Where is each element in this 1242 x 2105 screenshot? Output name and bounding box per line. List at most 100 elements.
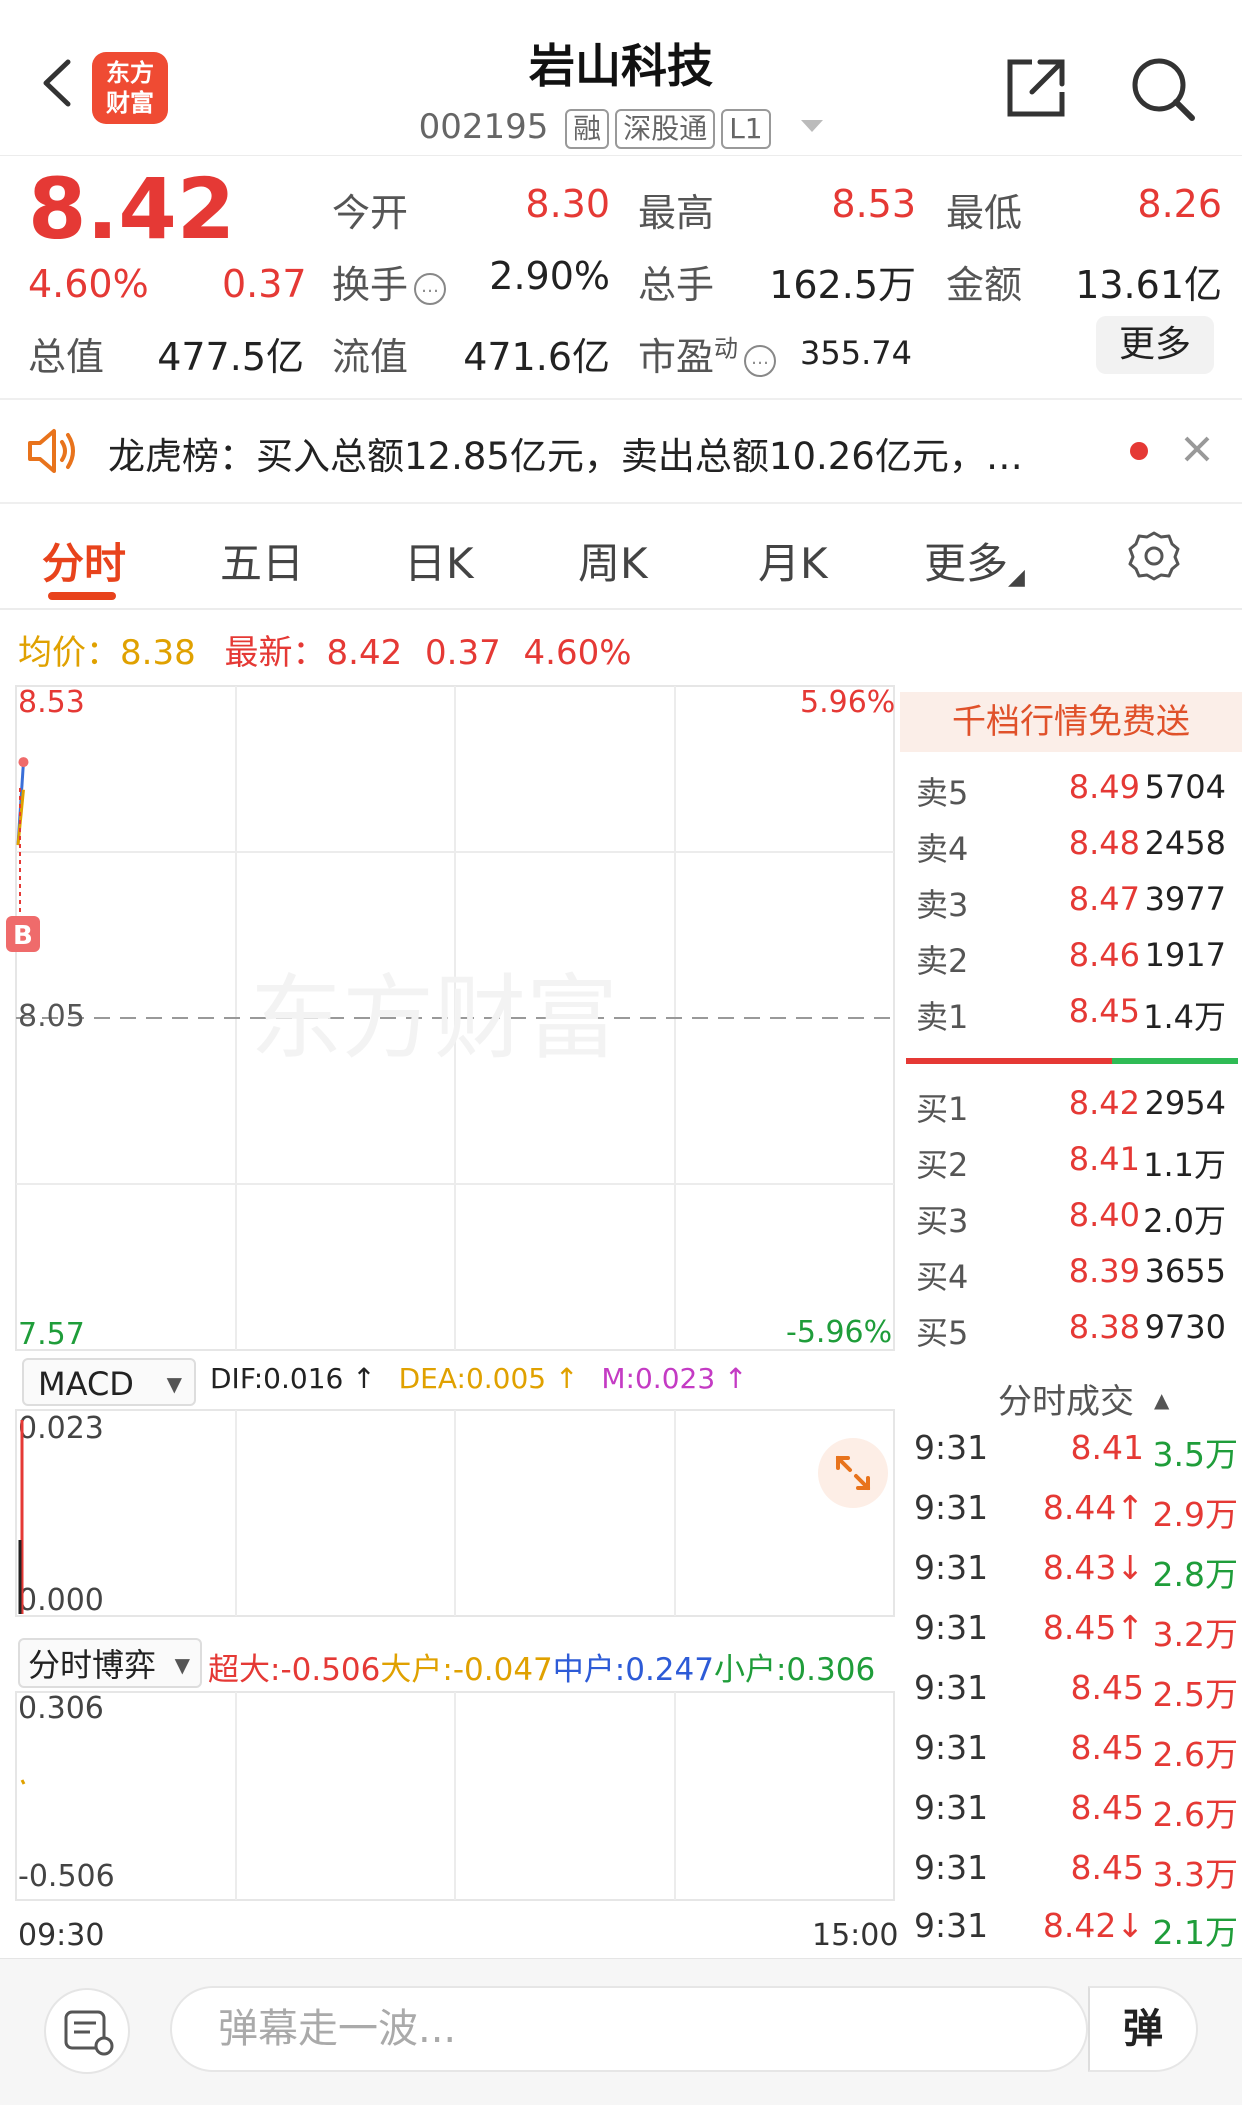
notice-text: 龙虎榜：买入总额12.85亿元，卖出总额10.26亿元，… — [108, 435, 1023, 478]
float-value: 471.6亿 — [463, 335, 610, 379]
close-icon[interactable] — [1180, 432, 1214, 470]
amount-value: 13.61亿 — [1075, 263, 1222, 307]
bid-row: 买5 8.38 9730 — [916, 1308, 1226, 1352]
bid-row: 买1 8.42 2954 — [916, 1084, 1226, 1128]
divider — [0, 398, 1242, 400]
bid-row: 买2 8.41 1.1万 — [916, 1140, 1226, 1184]
volume-label: 总手 — [638, 263, 715, 307]
danmu-send-button[interactable]: 弹 — [1088, 1986, 1198, 2072]
game-values: 超大:-0.506大户:-0.047中户:0.247小户:0.306 — [208, 1652, 876, 1688]
trade-row: 9:31 8.45↑ 3.2万 — [914, 1608, 1238, 1654]
macd-y-top: 0.023 — [18, 1411, 104, 1446]
pe-label: 市盈动… — [638, 326, 777, 381]
tab-intraday[interactable]: 分时 — [42, 539, 127, 588]
trade-row: 9:31 8.41 3.5万 — [914, 1428, 1238, 1474]
ask-row: 卖2 8.46 1917 — [916, 936, 1226, 980]
divider — [0, 502, 1242, 504]
macd-y-bottom: 0.000 — [18, 1583, 104, 1618]
tag-margin: 融 — [565, 109, 610, 149]
caret-down-icon[interactable] — [801, 103, 824, 143]
pct-axis-max: 5.96% — [800, 685, 896, 720]
info-icon[interactable]: … — [744, 345, 777, 377]
info-icon[interactable]: … — [414, 273, 447, 305]
trade-row: 9:31 8.43↓ 2.8万 — [914, 1548, 1238, 1594]
more-quote-button[interactable]: 更多 — [1096, 316, 1214, 374]
change-amount: 0.37 — [222, 262, 307, 306]
ask-row: 卖3 8.47 3977 — [916, 880, 1226, 924]
y-axis-min: 7.57 — [18, 1317, 85, 1352]
trade-row: 9:31 8.45 2.6万 — [914, 1788, 1238, 1834]
stock-code-row: 002195 融深股通 L1 — [0, 103, 1242, 149]
high-label: 最高 — [638, 191, 715, 235]
turnover-label: 换手… — [332, 254, 447, 309]
app-logo: 东方 财富 — [92, 52, 168, 124]
promo-banner[interactable]: 千档行情免费送 — [900, 692, 1242, 752]
low-value: 8.26 — [1137, 182, 1222, 226]
tab-more[interactable]: 更多◢ — [924, 539, 1025, 590]
high-value: 8.53 — [831, 182, 916, 226]
trade-row: 9:31 8.45 3.3万 — [914, 1848, 1238, 1894]
buy-strength-bar — [906, 1058, 1112, 1064]
pe-value: 355.74 — [800, 334, 912, 372]
volume-value: 162.5万 — [769, 263, 916, 307]
search-icon[interactable] — [1130, 56, 1196, 122]
turnover-value: 2.90% — [489, 254, 610, 298]
pct-axis-min: -5.96% — [786, 1315, 893, 1350]
y-axis-mid: 8.05 — [18, 999, 85, 1034]
bid-row: 买4 8.39 3655 — [916, 1252, 1226, 1296]
float-label: 流值 — [332, 335, 409, 379]
tab-five-day[interactable]: 五日 — [220, 539, 305, 588]
time-axis-start: 09:30 — [18, 1918, 105, 1953]
watermark: 东方财富 — [250, 965, 618, 1072]
back-icon[interactable] — [38, 58, 78, 108]
comment-icon[interactable] — [44, 1988, 130, 2074]
stock-code: 002195 — [418, 107, 549, 147]
open-value: 8.30 — [525, 182, 610, 226]
grid — [15, 685, 895, 1351]
stock-name: 岩山科技 — [529, 39, 713, 93]
share-icon[interactable] — [1004, 56, 1068, 120]
amount-label: 金额 — [946, 263, 1023, 307]
open-label: 今开 — [332, 191, 409, 235]
game-y-top: 0.306 — [18, 1691, 104, 1726]
trade-row: 9:31 8.45 2.5万 — [914, 1668, 1238, 1714]
notice-bar[interactable]: 龙虎榜：买入总额12.85亿元，卖出总额10.26亿元，… — [0, 400, 1242, 504]
game-line-tick — [20, 1779, 26, 1785]
latest-price-dot — [18, 757, 29, 768]
low-label: 最低 — [946, 191, 1023, 235]
game-y-bottom: -0.506 — [18, 1859, 115, 1894]
ask-row: 卖4 8.48 2458 — [916, 824, 1226, 868]
settings-icon[interactable] — [1128, 530, 1180, 586]
tag-connect: 深股通 — [615, 109, 716, 149]
macd-indicator-select[interactable]: MACD ▼ — [22, 1358, 196, 1406]
time-axis-end: 15:00 — [812, 1918, 899, 1953]
divider — [0, 608, 1242, 610]
price-summary-row: 均价：8.38 最新：8.42 0.37 4.60% — [18, 633, 632, 673]
change-percent: 4.60% — [28, 262, 149, 306]
y-axis-max: 8.53 — [18, 685, 85, 720]
macd-values: DIF:0.016 ↑ DEA:0.005 ↑ M:0.023 ↑ — [210, 1362, 748, 1395]
trade-row: 9:31 8.42↓ 2.1万 — [914, 1906, 1238, 1952]
current-price: 8.42 — [28, 160, 236, 258]
expand-icon[interactable] — [818, 1438, 888, 1508]
ask-row: 卖5 8.49 5704 — [916, 768, 1226, 812]
trade-row: 9:31 8.44↑ 2.9万 — [914, 1488, 1238, 1534]
sell-strength-bar — [1112, 1058, 1238, 1064]
intraday-chart[interactable]: 东方财富 8.53 8.05 7.57 B 0.023 0.000 0.306 … — [0, 680, 900, 1960]
tab-daily-k[interactable]: 日K — [404, 539, 474, 588]
price-lines — [16, 757, 29, 846]
avg-price-line — [16, 789, 25, 846]
mktcap-value: 477.5亿 — [157, 335, 304, 379]
trade-row: 9:31 8.45 2.6万 — [914, 1728, 1238, 1774]
tab-monthly-k[interactable]: 月K — [758, 539, 828, 588]
buy-marker-label: B — [13, 921, 33, 951]
trades-title[interactable]: 分时成交 ▲ — [998, 1382, 1170, 1422]
bid-row: 买3 8.40 2.0万 — [916, 1196, 1226, 1240]
top-header — [0, 0, 1242, 156]
speaker-icon — [26, 426, 80, 480]
buy-marker[interactable] — [6, 916, 40, 952]
tag-level: L1 — [721, 109, 771, 149]
game-indicator-select[interactable]: 分时博弈 ▼ — [18, 1638, 202, 1688]
tab-weekly-k[interactable]: 周K — [578, 539, 648, 588]
danmu-input[interactable]: 弹幕走一波... — [170, 1986, 1088, 2072]
